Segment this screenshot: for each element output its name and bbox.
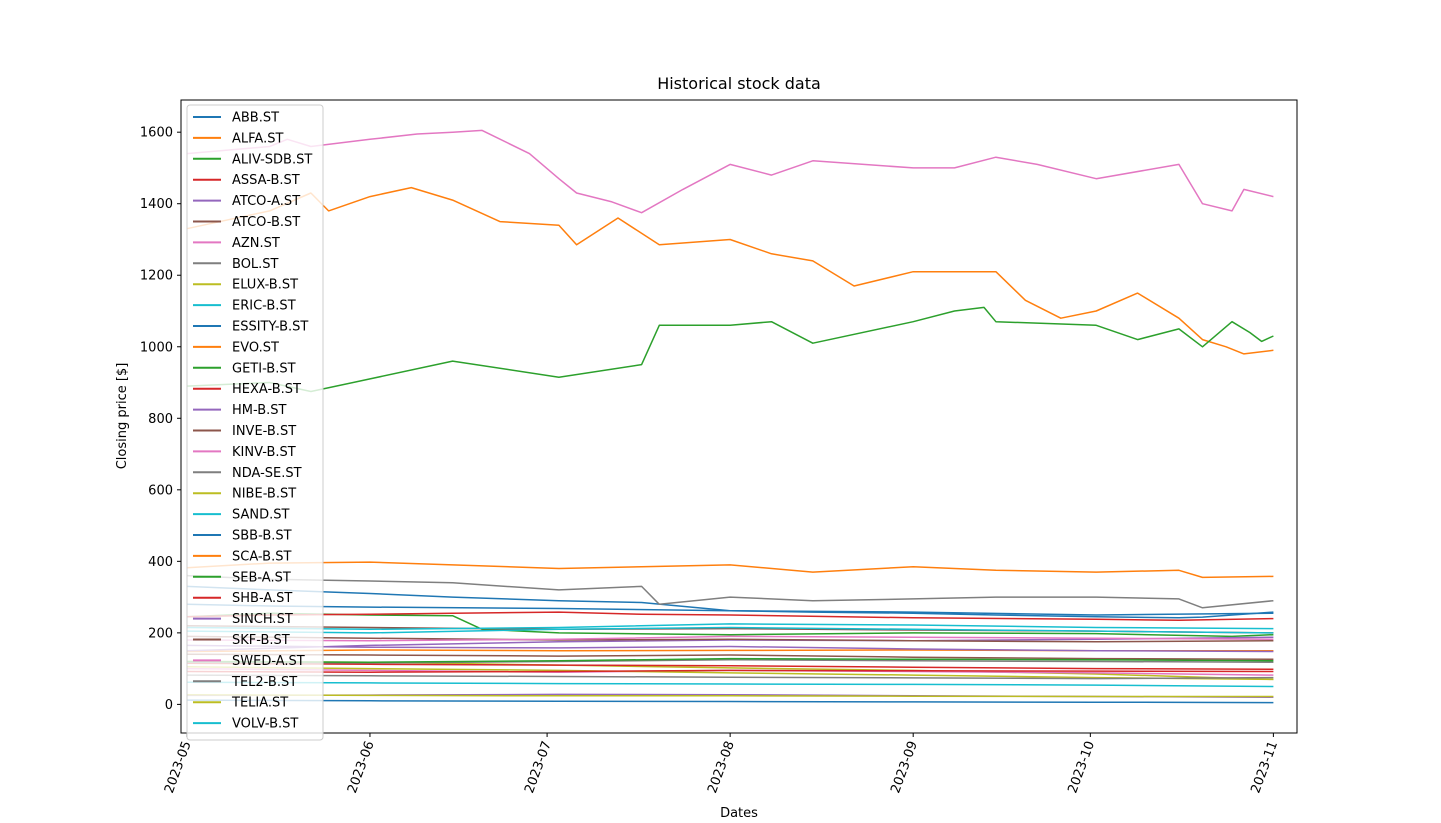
y-tick-label: 1400: [140, 197, 173, 212]
series-line-seb-a-st: [186, 657, 1274, 663]
chart-title: Historical stock data: [657, 74, 821, 93]
y-axis-label: Closing price [$]: [115, 363, 130, 470]
series-line-nibe-b-st: [186, 666, 1274, 681]
series-line-azn-st: [186, 129, 1274, 214]
legend-label: GETI-B.ST: [232, 361, 296, 376]
series-line-tel2-b-st: [186, 674, 1274, 680]
y-axis: 0 200 400 600 800 1000 1200 1400 1600: [140, 126, 181, 713]
series-line-shb-a-st: [186, 669, 1274, 673]
y-tick-label: 1200: [140, 269, 173, 284]
y-tick-label: 800: [148, 412, 173, 427]
legend-label: ASSA-B.ST: [232, 173, 300, 188]
series-line-swed-a-st: [186, 635, 1274, 642]
plot-frame: [180, 99, 1298, 734]
legend-label: ESSITY-B.ST: [232, 320, 308, 335]
legend-label: ABB.ST: [232, 111, 279, 126]
legend-label: ATCO-B.ST: [232, 215, 300, 230]
series-line-telia-st: [186, 693, 1274, 698]
legend-label: SINCH.ST: [232, 612, 293, 627]
series-line-volv-b-st: [186, 623, 1274, 631]
y-tick-label: 600: [148, 483, 173, 498]
series-line-sbb-b-st: [186, 699, 1274, 704]
series-line-assa-b-st: [186, 611, 1274, 622]
legend-label: NDA-SE.ST: [232, 466, 302, 481]
y-tick-label: 1600: [140, 126, 173, 141]
plot-area: [186, 129, 1274, 704]
legend-label: ALFA.ST: [232, 131, 283, 146]
series-line-sand-st: [186, 626, 1274, 634]
legend-label: HM-B.ST: [232, 403, 287, 418]
legend-label: SKF-B.ST: [232, 633, 290, 648]
legend-label: ELUX-B.ST: [232, 278, 298, 293]
legend-label: NIBE-B.ST: [232, 487, 296, 502]
y-tick-label: 1000: [140, 340, 173, 355]
legend-label: SCA-B.ST: [232, 549, 291, 564]
legend-label: SBB-B.ST: [232, 529, 292, 544]
legend-label: SAND.ST: [232, 508, 290, 523]
legend-label: TELIA.ST: [231, 696, 288, 711]
legend-label: HEXA-B.ST: [232, 382, 301, 397]
legend-label: AZN.ST: [232, 236, 280, 251]
legend-label: INVE-B.ST: [232, 424, 296, 439]
series-line-hexa-b-st: [186, 662, 1274, 671]
series-line-geti-b-st: [186, 306, 1274, 393]
legend: ABB.ST ALFA.ST ALIV-SDB.ST ASSA-B.ST ATCO-A.…: [186, 104, 324, 741]
y-tick-label: 400: [148, 555, 173, 570]
series-line-evo-st: [186, 186, 1274, 355]
y-tick-label: 200: [148, 626, 173, 641]
series-line-eric-b-st: [186, 681, 1274, 688]
series-line-skf-b-st: [186, 635, 1274, 643]
legend-label: EVO.ST: [232, 340, 279, 355]
legend-label: SEB-A.ST: [232, 570, 291, 585]
legend-label: VOLV-B.ST: [232, 717, 298, 732]
series-line-atco-a-st: [186, 644, 1274, 653]
series-line-atco-b-st: [186, 653, 1274, 661]
series-line-bol-st: [186, 574, 1274, 609]
legend-label: KINV-B.ST: [232, 445, 296, 460]
legend-label: SHB-A.ST: [232, 591, 292, 606]
legend-label: TEL2-B.ST: [231, 675, 297, 690]
series-line-sca-b-st: [186, 561, 1274, 579]
x-axis-label: Dates: [720, 806, 758, 821]
legend-label: SWED-A.ST: [232, 654, 305, 669]
y-tick-label: 0: [165, 698, 173, 713]
legend-label: ALIV-SDB.ST: [232, 152, 312, 167]
legend-label: ATCO-A.ST: [232, 194, 300, 209]
legend-label: BOL.ST: [232, 257, 279, 272]
legend-label: ERIC-B.ST: [232, 299, 296, 314]
